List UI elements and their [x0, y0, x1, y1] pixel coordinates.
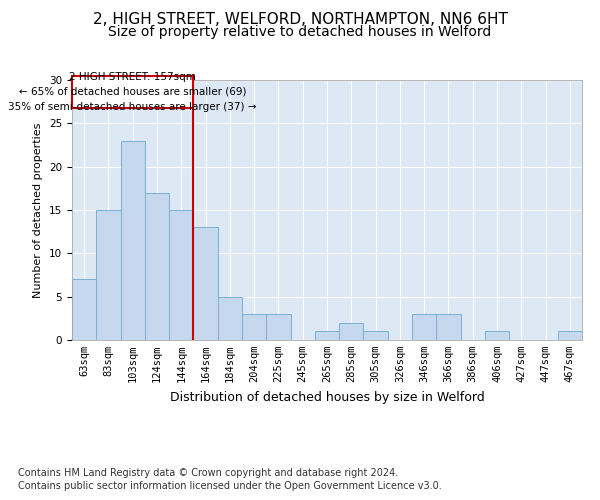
Text: Contains public sector information licensed under the Open Government Licence v3: Contains public sector information licen…	[18, 481, 442, 491]
Bar	[558, 332, 582, 340]
X-axis label: Distribution of detached houses by size in Welford: Distribution of detached houses by size …	[170, 390, 484, 404]
Bar	[315, 332, 339, 340]
Bar	[169, 210, 193, 340]
Bar	[96, 210, 121, 340]
Text: Contains HM Land Registry data © Crown copyright and database right 2024.: Contains HM Land Registry data © Crown c…	[18, 468, 398, 477]
Bar	[436, 314, 461, 340]
Y-axis label: Number of detached properties: Number of detached properties	[34, 122, 43, 298]
Bar	[485, 332, 509, 340]
Bar	[364, 332, 388, 340]
Text: 2, HIGH STREET, WELFORD, NORTHAMPTON, NN6 6HT: 2, HIGH STREET, WELFORD, NORTHAMPTON, NN…	[92, 12, 508, 28]
Bar	[412, 314, 436, 340]
Bar	[72, 280, 96, 340]
Bar	[145, 192, 169, 340]
FancyBboxPatch shape	[72, 76, 193, 108]
Bar	[242, 314, 266, 340]
Bar	[193, 228, 218, 340]
Text: 2 HIGH STREET: 157sqm
← 65% of detached houses are smaller (69)
35% of semi-deta: 2 HIGH STREET: 157sqm ← 65% of detached …	[8, 72, 257, 112]
Bar	[266, 314, 290, 340]
Text: Size of property relative to detached houses in Welford: Size of property relative to detached ho…	[109, 25, 491, 39]
Bar	[121, 140, 145, 340]
Bar	[339, 322, 364, 340]
Bar	[218, 296, 242, 340]
